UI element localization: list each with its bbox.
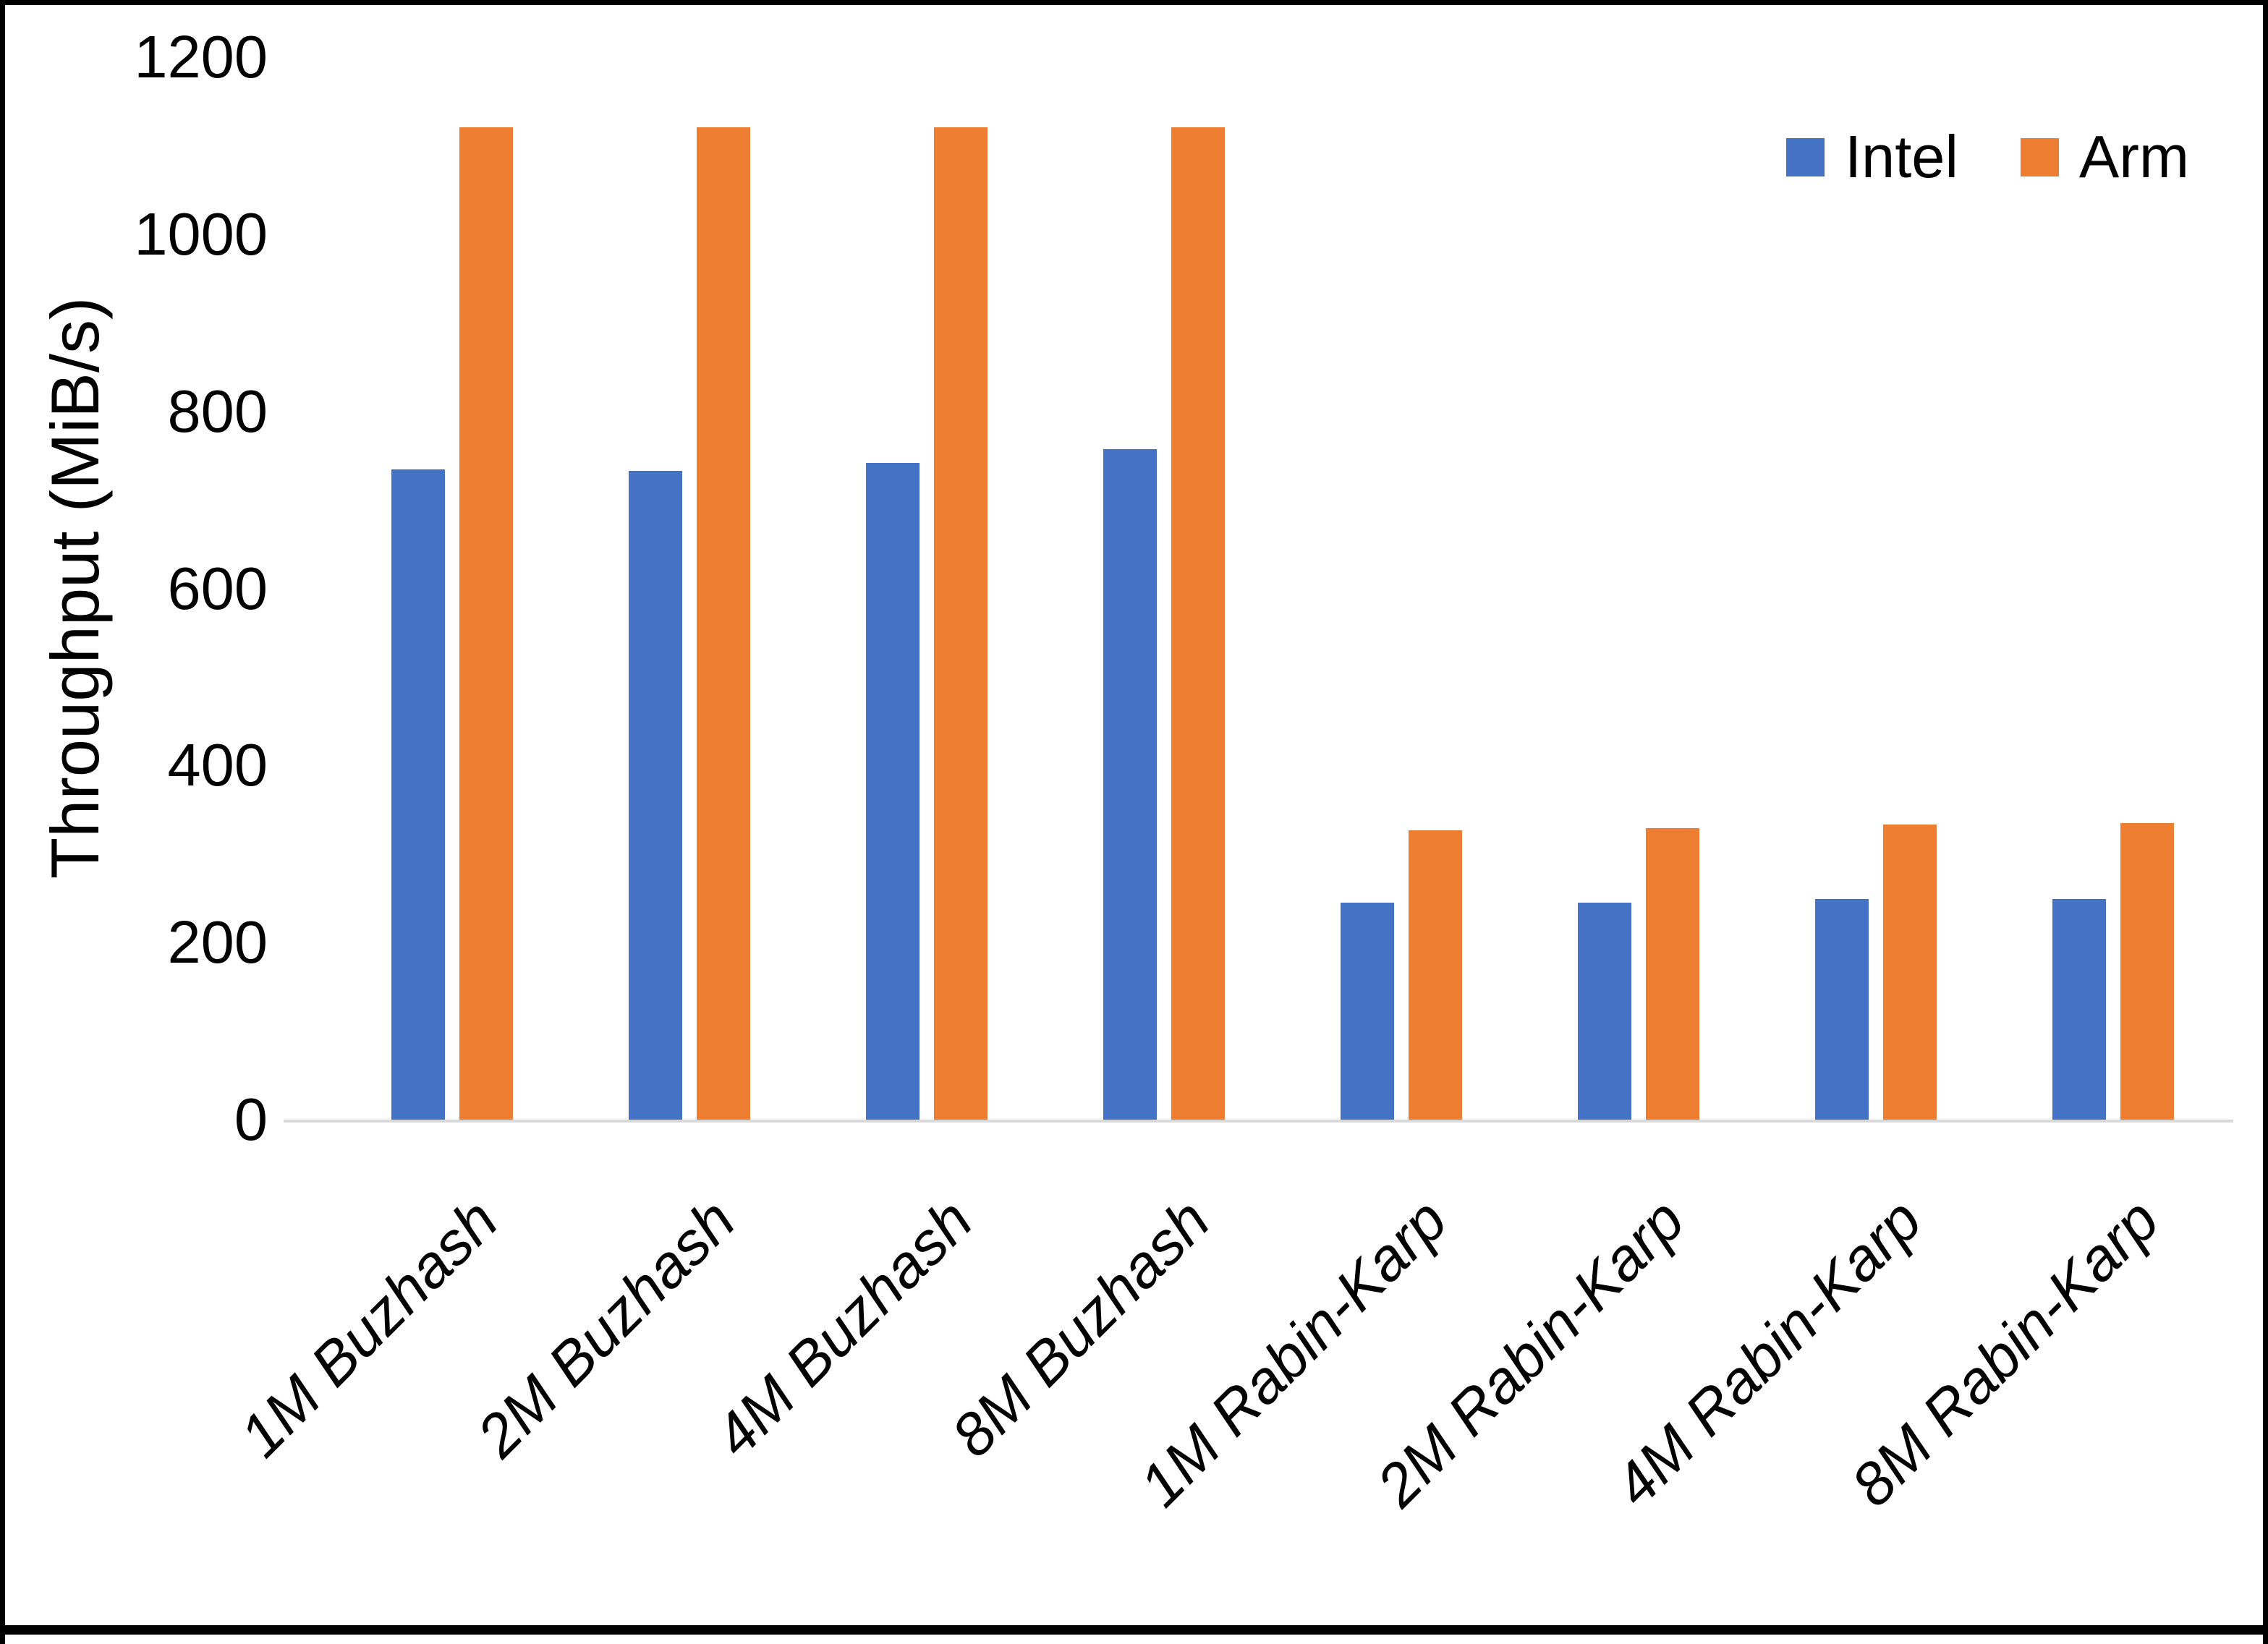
- bar-intel-2m-rabin-karp: [1578, 903, 1631, 1120]
- bar-arm-4m-rabin-karp: [1883, 825, 1937, 1120]
- bar-arm-2m-rabin-karp: [1646, 828, 1699, 1120]
- bottom-rule: [5, 1625, 2263, 1635]
- legend-swatch-intel: [1786, 137, 1825, 176]
- bar-intel-8m-rabin-karp: [2052, 899, 2106, 1120]
- x-axis-line: [284, 1120, 2233, 1123]
- bar-arm-8m-rabin-karp: [2120, 823, 2174, 1120]
- y-tick-label-400: 400: [167, 731, 268, 798]
- bar-arm-1m-rabin-karp: [1409, 830, 1462, 1120]
- bar-arm-4m-buzhash: [934, 127, 988, 1120]
- bar-arm-1m-buzhash: [459, 127, 513, 1120]
- bar-intel-2m-buzhash: [629, 471, 682, 1120]
- x-axis-label-1m-buzhash: 1M Buzhash: [226, 1185, 511, 1470]
- y-tick-label-800: 800: [167, 378, 268, 445]
- bar-intel-1m-rabin-karp: [1341, 903, 1394, 1120]
- legend-item-arm: Arm: [2020, 123, 2190, 190]
- bar-intel-4m-buzhash: [866, 463, 919, 1120]
- y-tick-label-200: 200: [167, 908, 268, 976]
- legend-label-arm: Arm: [2078, 123, 2190, 190]
- y-tick-label-600: 600: [167, 555, 268, 622]
- legend: Intel Arm: [1786, 127, 2189, 187]
- y-tick-label-1200: 1200: [134, 23, 268, 90]
- bar-intel-8m-buzhash: [1103, 449, 1157, 1120]
- bar-arm-8m-buzhash: [1171, 127, 1225, 1120]
- y-tick-label-0: 0: [234, 1086, 268, 1153]
- bar-arm-2m-buzhash: [697, 127, 750, 1120]
- y-tick-label-1000: 1000: [134, 200, 268, 268]
- bar-intel-1m-buzhash: [391, 469, 445, 1120]
- bar-intel-4m-rabin-karp: [1815, 899, 1869, 1120]
- legend-swatch-arm: [2020, 137, 2059, 176]
- legend-item-intel: Intel: [1786, 127, 1958, 187]
- legend-label-intel: Intel: [1845, 123, 1958, 190]
